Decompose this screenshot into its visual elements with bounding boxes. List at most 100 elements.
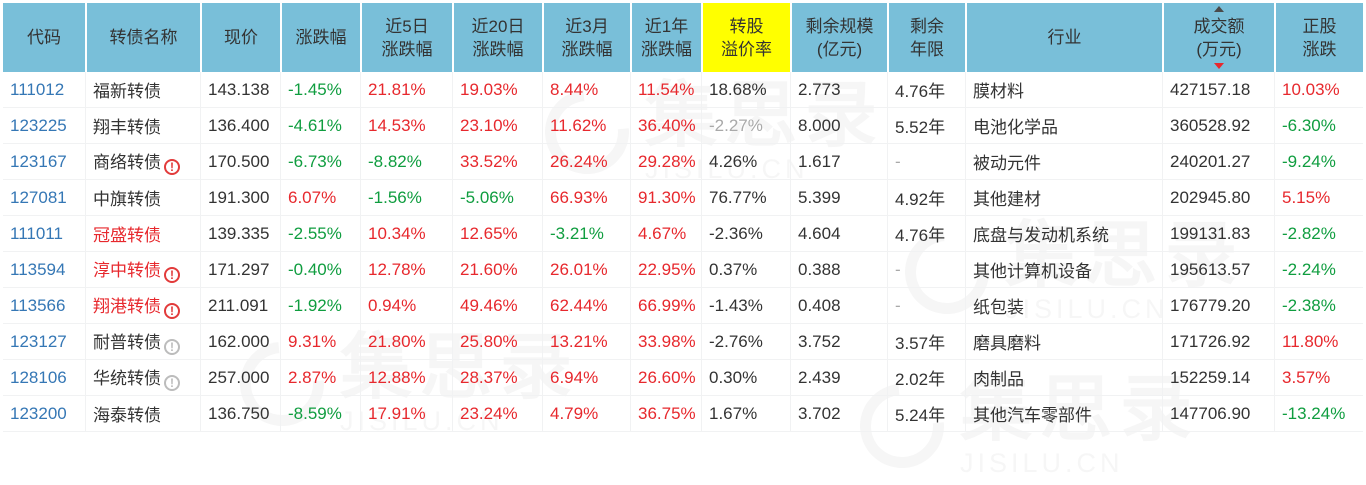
bond-code-link[interactable]: 111011 [3,216,85,252]
col-header-stockchg[interactable]: 正股 涨跌 [1274,3,1363,72]
col-header-chg20d[interactable]: 近20日 涨跌幅 [452,3,542,72]
col-header-name[interactable]: 转债名称 [85,3,200,72]
col-header-chg5d[interactable]: 近5日 涨跌幅 [360,3,452,72]
bond-name-link[interactable]: 海泰转债 [93,406,161,425]
col-header-chg3m[interactable]: 近3月 涨跌幅 [542,3,630,72]
col-header-chg1y[interactable]: 近1年 涨跌幅 [630,3,701,72]
cell-chg20d: 23.24% [452,396,542,432]
cell-value: 17.91% [368,403,426,423]
cell-value: 29.28% [638,151,696,171]
cell-stockchg: 5.15% [1274,180,1363,216]
cell-industry: 其他计算机设备 [965,252,1162,288]
cell-chg20d: 49.46% [452,288,542,324]
cell-value: 6.07% [288,187,337,207]
warning-icon[interactable]: ! [164,375,180,391]
cell-size: 3.702 [790,396,887,432]
col-header-label: 近5日 [385,16,429,36]
cell-chg3m: 13.21% [542,324,630,360]
bond-code-link[interactable]: 128106 [3,360,85,396]
cell-value: 4.79% [550,403,599,423]
table-row: 123200 海泰转债 136.750 -8.59% 17.91% 23.24% 4.79%… [3,396,1363,432]
cell-stockchg: -2.82% [1274,216,1363,252]
cell-industry: 底盘与发动机系统 [965,216,1162,252]
bond-code-link[interactable]: 113566 [3,288,85,324]
cell-price: 162.000 [200,324,280,360]
bond-name-link[interactable]: 福新转债 [93,82,161,101]
cell-premium: 18.68% [701,72,790,108]
cell-value: 4.76年 [895,226,946,245]
cell-value: -2.36% [709,223,763,243]
cell-premium: -2.76% [701,324,790,360]
bond-code-link[interactable]: 123127 [3,324,85,360]
cell-chg1y: 29.28% [630,144,701,180]
cell-industry: 电池化学品 [965,108,1162,144]
cell-years: - [887,288,965,324]
table-row: 113566 翔港转债! 211.091 -1.92% 0.94% 49.46% 62.44… [3,288,1363,324]
cell-chg: -8.59% [280,396,360,432]
bond-name-link[interactable]: 中旗转债 [93,190,161,209]
col-header-years[interactable]: 剩余 年限 [887,3,965,72]
warning-icon[interactable]: ! [164,159,180,175]
cell-value: 12.65% [460,223,518,243]
cell-value: 11.80% [1282,331,1339,351]
bond-name-link[interactable]: 华统转债 [93,369,161,388]
cell-turnover: 195613.57 [1162,252,1274,288]
cell-industry: 其他建材 [965,180,1162,216]
col-header-industry[interactable]: 行业 [965,3,1162,72]
cell-chg: -6.73% [280,144,360,180]
cell-stockchg: -2.38% [1274,288,1363,324]
bond-code-link[interactable]: 127081 [3,180,85,216]
cell-value: 0.94% [368,295,417,315]
warning-icon[interactable]: ! [164,303,180,319]
bond-code-link[interactable]: 123200 [3,396,85,432]
col-header-code[interactable]: 代码 [3,3,85,72]
cell-size: 2.773 [790,72,887,108]
cell-value: 3.57% [1282,367,1331,387]
cell-value: 2.02年 [895,370,946,389]
col-header-label: 近1年 [644,16,689,36]
cell-value: 66.93% [550,187,608,207]
bond-name-link[interactable]: 翔丰转债 [93,118,161,137]
cell-years: 4.92年 [887,180,965,216]
cell-years: 3.57年 [887,324,965,360]
cell-stockchg: -9.24% [1274,144,1363,180]
header-row: 代码 转债名称 现价 涨跌幅 近5日 涨跌幅 近20日 涨跌幅 近3月 涨跌幅 近1年 涨跌幅 转股 溢价… [3,3,1363,72]
bond-name-link[interactable]: 冠盛转债 [93,226,161,245]
cell-premium: -2.36% [701,216,790,252]
cell-years: 5.52年 [887,108,965,144]
sort-asc-icon[interactable] [1214,6,1224,12]
cell-value: - [895,259,901,279]
col-header-chg[interactable]: 涨跌幅 [280,3,360,72]
col-header-premium[interactable]: 转股 溢价率 [701,3,790,72]
cell-value: 4.76年 [895,82,946,101]
cell-value: -0.40% [288,259,342,279]
cell-value: - [895,295,901,315]
bond-code-link[interactable]: 113594 [3,252,85,288]
cell-chg20d: -5.06% [452,180,542,216]
cell-chg: -0.40% [280,252,360,288]
bond-name-link[interactable]: 翔港转债 [93,297,161,316]
cell-chg1y: 36.75% [630,396,701,432]
cell-years: 2.02年 [887,360,965,396]
bond-name-link[interactable]: 商络转债 [93,153,161,172]
col-header-price[interactable]: 现价 [200,3,280,72]
cell-industry: 其他汽车零部件 [965,396,1162,432]
sort-desc-icon[interactable] [1214,63,1224,69]
bond-code-link[interactable]: 123225 [3,108,85,144]
col-header-turnover[interactable]: 成交额 (万元) [1162,3,1274,72]
warning-icon[interactable]: ! [164,267,180,283]
bond-code-link[interactable]: 111012 [3,72,85,108]
bond-name-link[interactable]: 耐普转债 [93,333,161,352]
bond-name-link[interactable]: 淳中转债 [93,261,161,280]
bond-code-link[interactable]: 123167 [3,144,85,180]
warning-icon[interactable]: ! [164,339,180,355]
bond-table: 代码 转债名称 现价 涨跌幅 近5日 涨跌幅 近20日 涨跌幅 近3月 涨跌幅 近1年 涨跌幅 转股 溢价… [3,3,1363,432]
cell-value: -2.38% [1282,295,1336,315]
cell-value: -2.82% [1282,223,1336,243]
cell-name: 淳中转债! [85,252,200,288]
col-header-label: (万元) [1196,39,1242,59]
cell-value: 12.78% [368,259,426,279]
col-header-size[interactable]: 剩余规模 (亿元) [790,3,887,72]
cell-size: 8.000 [790,108,887,144]
cell-turnover: 171726.92 [1162,324,1274,360]
